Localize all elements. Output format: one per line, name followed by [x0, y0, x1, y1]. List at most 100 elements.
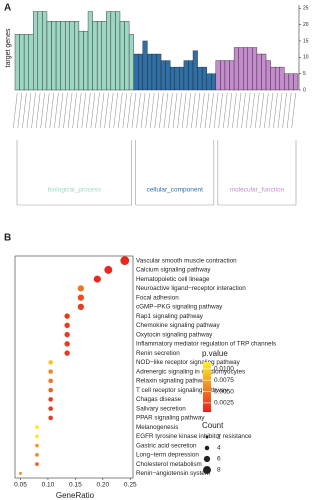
bar	[160, 60, 166, 91]
legend-label: 4	[217, 445, 221, 452]
legend-label: molecular_function	[230, 187, 285, 194]
dot	[48, 397, 53, 402]
dot	[64, 341, 70, 347]
bar	[284, 73, 290, 91]
bar	[256, 53, 262, 91]
y-tick-label: 5	[303, 71, 306, 77]
label-stub	[200, 92, 205, 129]
legend-label: 2	[217, 434, 221, 441]
label-stub	[241, 92, 246, 129]
y-tick-label: Chagas disease	[136, 396, 182, 403]
y-tick-label: Oxytocin signaling pathway	[136, 331, 213, 338]
bar	[87, 11, 93, 91]
dot	[48, 378, 53, 384]
label-stub	[232, 92, 237, 129]
bar	[169, 66, 175, 91]
legend-dot	[203, 466, 211, 474]
label-stub	[177, 92, 182, 129]
y-tick-label: 25	[303, 6, 309, 12]
legend-dot	[204, 445, 210, 451]
dot	[64, 313, 70, 319]
dot	[77, 285, 84, 292]
label-stub	[113, 92, 118, 129]
y-tick-label: Inflammatory mediator regulation of TRP …	[136, 341, 276, 348]
label-stub	[90, 92, 96, 129]
bar	[220, 60, 226, 91]
dot	[64, 322, 70, 329]
y-tick-label: Neuroactive ligand−receptor interaction	[136, 285, 246, 292]
label-stub	[136, 92, 141, 129]
bar	[147, 53, 153, 91]
label-stub	[236, 92, 242, 129]
bar	[110, 11, 116, 91]
y-tick-label: EGFR tyrosine kinase inhibitor resistanc…	[136, 433, 252, 440]
x-tick-label: 0.15	[69, 482, 82, 489]
bar	[279, 66, 285, 91]
y-tick-label: Focal adhesion	[136, 294, 179, 301]
dot	[48, 360, 53, 365]
bar	[201, 66, 207, 91]
bar	[274, 66, 280, 91]
bar	[33, 11, 39, 91]
dot	[19, 471, 22, 475]
label-stub	[191, 92, 196, 129]
y-tick-label: Rap1 signaling pathway	[136, 313, 204, 320]
label-stub	[86, 92, 91, 129]
label-stub	[154, 92, 160, 129]
bar	[83, 30, 89, 91]
y-tick-label: T cell receptor signaling pathway	[136, 387, 228, 394]
label-stub	[17, 92, 23, 129]
x-axis-title: GeneRatio	[56, 491, 95, 500]
label-stub	[286, 92, 292, 129]
dot	[35, 462, 39, 466]
label-stub	[22, 92, 27, 129]
legend-label: 0.0075	[214, 377, 234, 384]
y-tick-label: 0	[303, 87, 306, 93]
label-stub	[67, 92, 73, 129]
bar	[65, 21, 70, 91]
dot	[64, 331, 70, 338]
y-tick-label: Chemokine signaling pathway	[136, 322, 221, 329]
label-stub	[145, 92, 150, 129]
panel-letter: A	[4, 3, 11, 14]
bar	[78, 30, 84, 91]
legend-label: biological_process	[48, 187, 102, 194]
bar	[96, 21, 102, 91]
label-stub	[44, 92, 50, 129]
dot	[93, 275, 101, 283]
label-stub	[118, 92, 123, 129]
y-tick-label: PPAR signaling pathway	[136, 415, 205, 422]
bar	[55, 21, 61, 91]
dot	[35, 425, 39, 429]
label-stub	[40, 92, 45, 129]
dot	[48, 369, 53, 374]
bar	[224, 60, 230, 91]
label-stub	[264, 92, 269, 129]
dot	[77, 294, 84, 301]
legend-label: 0.0100	[214, 366, 234, 373]
label-stub	[95, 92, 100, 129]
bar	[156, 53, 162, 91]
bar	[192, 50, 198, 91]
dot	[35, 434, 39, 439]
bar	[233, 47, 239, 91]
label-stub	[72, 92, 77, 129]
bar	[128, 34, 134, 91]
y-tick-label: Renin−angiotensin system	[136, 470, 210, 477]
bar	[142, 40, 148, 91]
bar	[92, 21, 98, 91]
label-stub	[204, 92, 210, 129]
label-stub	[268, 92, 274, 129]
bar	[51, 21, 57, 91]
y-tick-label: Cholesterol metabolism	[136, 461, 202, 468]
bar	[270, 66, 276, 91]
label-stub	[81, 92, 86, 129]
bar	[229, 60, 235, 91]
label-stub	[122, 92, 128, 129]
bar	[238, 47, 244, 91]
y-tick-label: Calcium signaling pathway	[136, 267, 211, 274]
label-stub	[76, 92, 82, 129]
label-stub	[273, 92, 278, 129]
label-stub	[159, 92, 164, 129]
